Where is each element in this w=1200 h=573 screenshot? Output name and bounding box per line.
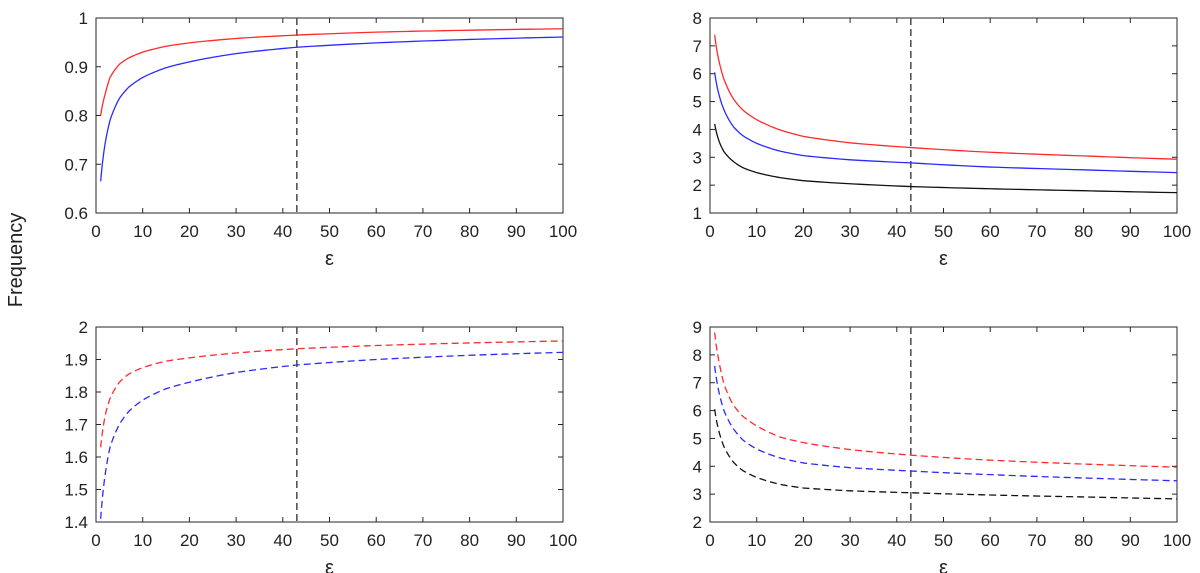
x-tick-label: 60: [367, 222, 386, 241]
x-tick-label: 50: [320, 222, 339, 241]
y-tick-label: 8: [693, 346, 702, 365]
y-tick-label: 9: [693, 318, 702, 337]
y-tick-label: 7: [693, 374, 702, 393]
y-tick-label: 8: [693, 9, 702, 28]
y-tick-label: 3: [693, 148, 702, 167]
series-line-red: [100, 28, 564, 116]
plot-area: [95, 326, 564, 523]
x-tick-label: 0: [705, 222, 714, 241]
x-tick-label: 40: [273, 531, 292, 550]
x-axis-label: ε: [325, 248, 334, 270]
x-tick-label: 50: [934, 531, 953, 550]
y-tick-label: 6: [693, 65, 702, 84]
x-tick-label: 90: [507, 531, 526, 550]
y-tick-label: 1.9: [64, 351, 88, 370]
x-axis-label: ε: [939, 557, 948, 573]
y-tick-label: 1.6: [64, 448, 88, 467]
x-tick-label: 80: [460, 222, 479, 241]
x-axis-label: ε: [325, 557, 334, 573]
x-tick-label: 70: [413, 531, 432, 550]
x-tick-label: 100: [549, 222, 577, 241]
x-tick-label: 40: [887, 531, 906, 550]
x-tick-label: 20: [794, 222, 813, 241]
x-tick-label: 30: [841, 531, 860, 550]
plot-area: [95, 17, 564, 214]
chart-panel-bottom-right: 0 10 20 30 40 50 60 70 80 90 100 2 3 4 5 6 7 8 9 ε: [693, 318, 1192, 573]
x-tick-label: 80: [460, 531, 479, 550]
x-tick-label: 80: [1074, 222, 1093, 241]
x-tick-label: 100: [1163, 222, 1191, 241]
series-line-red: [714, 332, 1178, 468]
plot-area: [709, 326, 1178, 523]
x-tick-label: 70: [1027, 222, 1046, 241]
y-tick-label: 2: [693, 176, 702, 195]
y-tick-label: 0.8: [64, 107, 88, 126]
series-line-red: [714, 34, 1178, 160]
y-tick-label: 4: [693, 120, 702, 139]
y-tick-label: 1.5: [64, 481, 88, 500]
y-tick-label: 3: [693, 485, 702, 504]
y-tick-label: 0.6: [64, 204, 88, 223]
series-line-blue: [714, 365, 1178, 482]
x-tick-label: 30: [841, 222, 860, 241]
y-tick-label: 2: [693, 513, 702, 532]
x-tick-label: 60: [367, 531, 386, 550]
x-tick-label: 30: [227, 531, 246, 550]
x-tick-label: 60: [981, 531, 1000, 550]
x-tick-label: 30: [227, 222, 246, 241]
x-tick-label: 10: [133, 531, 152, 550]
chart-panel-bottom-left: 0 10 20 30 40 50 60 70 80 90 100 1.4 1.5 1.6 1.7 1.8 1.9…: [64, 318, 577, 573]
x-tick-label: 70: [413, 222, 432, 241]
x-tick-label: 0: [91, 531, 100, 550]
plot-area: [709, 17, 1178, 214]
y-tick-label: 6: [693, 402, 702, 421]
x-tick-label: 10: [747, 531, 766, 550]
x-tick-label: 40: [887, 222, 906, 241]
figure-ylabel: Frequency: [5, 213, 27, 308]
series-line-black: [714, 409, 1178, 500]
x-axis-label: ε: [939, 248, 948, 270]
chart-panel-top-left: 0 10 20 30 40 50 60 70 80 90 100 0.6 0.7 0.8 0.9 1 ε: [64, 9, 577, 270]
y-tick-label: 0.7: [64, 155, 88, 174]
chart-panel-top-right: 0 10 20 30 40 50 60 70 80 90 100 1 2 3 4 5 6 7 8 ε: [693, 9, 1192, 270]
series-line-blue: [100, 351, 564, 519]
x-tick-label: 0: [91, 222, 100, 241]
y-tick-label: 1.4: [64, 513, 88, 532]
y-tick-label: 7: [693, 37, 702, 56]
y-tick-label: 1: [693, 204, 702, 223]
x-tick-label: 80: [1074, 531, 1093, 550]
y-tick-label: 1.8: [64, 383, 88, 402]
y-tick-label: 1: [79, 9, 88, 28]
x-tick-label: 90: [1121, 531, 1140, 550]
x-tick-label: 0: [705, 531, 714, 550]
x-tick-label: 100: [1163, 531, 1191, 550]
x-tick-label: 10: [747, 222, 766, 241]
x-tick-label: 90: [507, 222, 526, 241]
x-tick-label: 20: [794, 531, 813, 550]
y-tick-label: 2: [79, 318, 88, 337]
x-tick-label: 10: [133, 222, 152, 241]
x-tick-label: 20: [180, 222, 199, 241]
y-tick-label: 1.7: [64, 416, 88, 435]
x-tick-label: 90: [1121, 222, 1140, 241]
y-tick-label: 5: [693, 429, 702, 448]
series-line-blue: [714, 72, 1178, 174]
series-line-blue: [100, 36, 564, 182]
x-tick-label: 50: [934, 222, 953, 241]
series-line-black: [714, 123, 1178, 194]
x-tick-label: 60: [981, 222, 1000, 241]
x-tick-label: 40: [273, 222, 292, 241]
x-tick-label: 70: [1027, 531, 1046, 550]
y-tick-label: 0.9: [64, 58, 88, 77]
x-tick-label: 100: [549, 531, 577, 550]
y-tick-label: 4: [693, 457, 702, 476]
series-line-red: [100, 340, 564, 448]
x-tick-label: 20: [180, 531, 199, 550]
x-tick-label: 50: [320, 531, 339, 550]
y-tick-label: 5: [693, 93, 702, 112]
